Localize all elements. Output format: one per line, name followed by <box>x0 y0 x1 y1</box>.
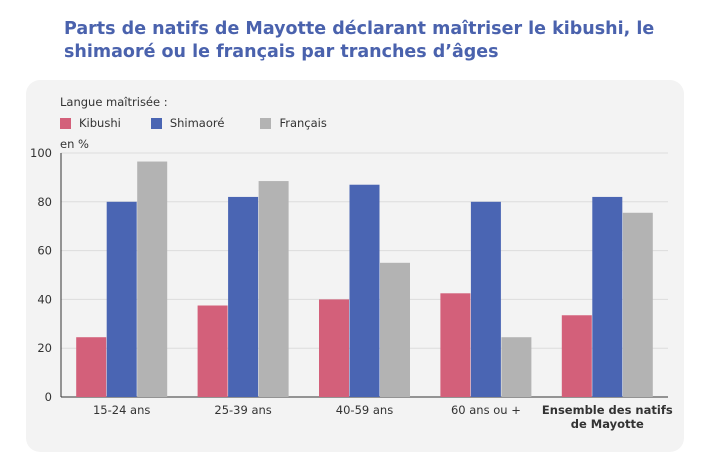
y-unit-label: en % <box>60 137 89 151</box>
legend-swatch-francais <box>260 117 272 129</box>
bar-kibushi-15-24-ans <box>76 337 107 397</box>
bar-kibushi-60-ans-ou- <box>440 293 471 397</box>
bar-shimaore-ensemble-des-natifs-de-mayotte <box>592 196 623 397</box>
legend-item-kibushi: Kibushi <box>60 116 121 130</box>
x-category-label-25-39-ans: 25-39 ans <box>214 403 271 417</box>
y-tick-label-80: 80 <box>37 195 52 209</box>
bar-chart: 0 20 40 60 80 100 15-24 ans 25-39 ans 40-59 ans 6… <box>30 146 673 431</box>
bar-francais-ensemble-des-natifs-de-mayotte <box>622 212 653 397</box>
legend-swatch-shimaore <box>150 117 162 129</box>
legend-item-francais: Français <box>260 116 327 130</box>
legend-label-shimaore: Shimaoré <box>169 116 225 130</box>
bar-shimaore-40-59-ans <box>349 184 380 397</box>
y-tick-label-0: 0 <box>45 390 52 404</box>
x-category-label-60-ans-ou-: 60 ans ou + <box>451 403 521 417</box>
bar-shimaore-15-24-ans <box>106 201 137 397</box>
x-category-label-40-59-ans: 40-59 ans <box>336 403 393 417</box>
x-category-label-15-24-ans: 15-24 ans <box>93 403 150 417</box>
legend-label-francais: Français <box>279 116 327 130</box>
bar-shimaore-25-39-ans <box>228 196 259 397</box>
y-tick-label-100: 100 <box>30 146 52 160</box>
legend: Kibushi Shimaoré Français <box>60 116 357 130</box>
bar-francais-60-ans-ou- <box>501 337 532 397</box>
y-tick-label-60: 60 <box>37 244 52 258</box>
legend-title: Langue maîtrisée : <box>60 95 168 109</box>
bar-kibushi-25-39-ans <box>197 305 228 397</box>
bar-kibushi-ensemble-des-natifs-de-mayotte <box>561 315 592 397</box>
legend-label-kibushi: Kibushi <box>79 116 121 130</box>
bar-francais-25-39-ans <box>258 181 289 397</box>
legend-item-shimaore: Shimaoré <box>150 116 225 130</box>
bar-francais-40-59-ans <box>380 262 410 397</box>
y-tick-label-20: 20 <box>37 341 52 355</box>
bar-kibushi-40-59-ans <box>319 299 349 397</box>
legend-swatch-kibushi <box>60 117 71 129</box>
bar-francais-15-24-ans <box>137 161 168 397</box>
y-tick-label-40: 40 <box>37 292 52 306</box>
bar-shimaore-60-ans-ou- <box>470 201 501 397</box>
x-category-label-ensemble-des-natifs-de-mayotte: Ensemble des natifs de Mayotte <box>542 403 673 431</box>
chart-title: Parts de natifs de Mayotte déclarant maî… <box>64 19 655 62</box>
